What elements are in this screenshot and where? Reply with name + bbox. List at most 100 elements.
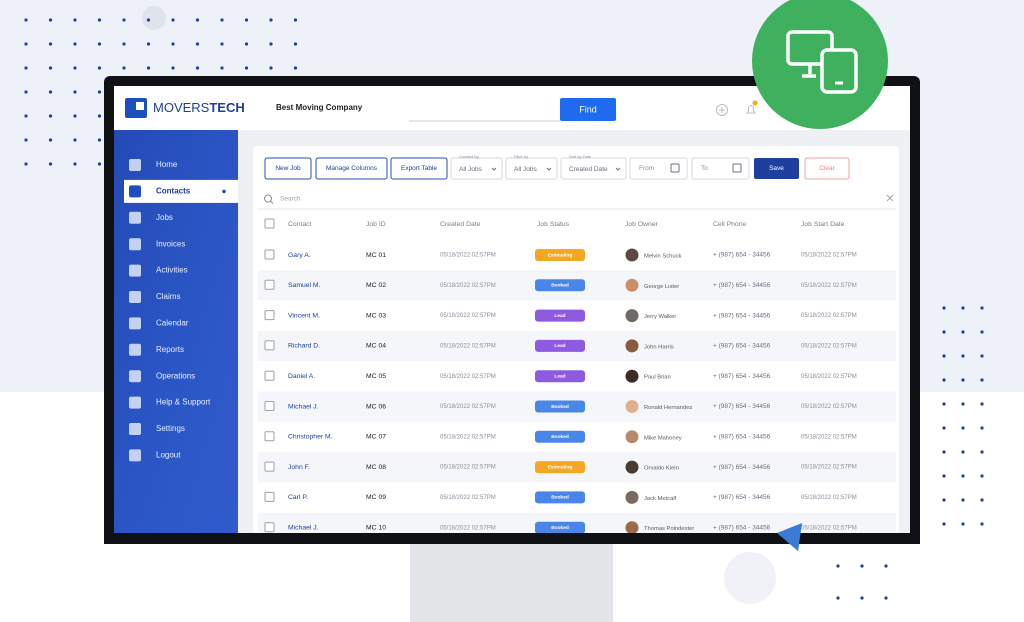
bell-icon[interactable] [746,105,756,114]
dot [980,354,984,358]
find-button-label[interactable]: Find [579,104,597,114]
contact-name[interactable]: Richard D. [288,343,320,350]
dot [73,18,77,22]
contact-name[interactable]: Christopher M. [288,434,333,441]
sidebar-item[interactable]: Claims [156,292,180,301]
column-header: Job ID [366,221,386,228]
row-checkbox[interactable] [264,491,275,502]
decor-orb [142,6,166,30]
status-label: Lead [554,343,565,349]
dot [97,138,102,142]
table-row[interactable]: Samuel M. MC 02 05/18/2022 02:57PM Booked Ge… [258,270,896,301]
contact-name[interactable]: Daniel A. [288,373,315,380]
contact-name[interactable]: Michael J. [288,403,319,410]
toolbar-button-label[interactable]: Manage Columns [326,165,378,172]
row-checkbox[interactable] [264,522,275,533]
row-checkbox[interactable] [264,370,275,381]
dot [97,90,102,94]
decor-paper-plane [777,523,802,551]
dot [48,42,53,46]
start-date: 05/18/2022 02:57PM [801,343,857,349]
sidebar-icon [129,238,141,251]
toolbar-button[interactable] [264,157,312,180]
cell-phone: + (987) 654 - 34456 [713,434,771,441]
date-input[interactable] [629,157,688,180]
sidebar-item[interactable]: Help & Support [156,398,211,407]
table-row[interactable]: John F. MC 08 05/18/2022 02:57PM Estimating… [258,452,896,483]
sidebar-icon [129,423,141,435]
sidebar-item[interactable]: Settings [156,424,185,433]
contact-name[interactable]: John F. [288,464,310,471]
table-row[interactable]: Gary A. MC 01 05/18/2022 02:57PM Estimating… [258,240,896,271]
sidebar-item[interactable]: Reports [156,345,184,354]
row-checkbox[interactable] [264,279,275,290]
filter-select[interactable] [505,157,558,180]
toolbar-button[interactable] [390,157,448,180]
dot [244,66,249,70]
search-bar[interactable] [258,190,896,208]
row-checkbox[interactable] [264,249,275,260]
dot [48,90,53,94]
sidebar-item[interactable]: Activities [156,266,188,275]
table-row[interactable]: Daniel A. MC 05 05/18/2022 02:57PM Lead Paul… [258,361,896,392]
dot [220,66,224,70]
start-date: 05/18/2022 02:57PM [801,465,857,471]
contact-name[interactable]: Vincent M. [288,312,320,319]
dot [97,18,102,22]
sidebar-item[interactable]: Home [156,160,178,169]
job-owner: George Lister [644,284,679,290]
sidebar-item[interactable]: Contacts [156,187,191,196]
add-icon[interactable] [716,104,728,116]
dot [860,596,864,600]
created-date: 05/18/2022 02:57PM [440,283,496,289]
table-row[interactable]: Michael J. MC 06 05/18/2022 02:57PM Booked R… [258,391,896,422]
filter-select[interactable] [450,157,503,180]
clear-button[interactable] [804,157,850,180]
dot [942,306,946,310]
save-button-label[interactable]: Save [769,165,784,172]
sidebar-item[interactable]: Logout [156,451,181,460]
logo-bold: TECH [209,100,244,115]
sidebar-item[interactable]: Invoices [156,239,185,248]
dot [961,402,965,406]
table-row[interactable]: Carl P. MC 09 05/18/2022 02:57PM Booked Jack… [258,482,896,513]
start-date: 05/18/2022 02:57PM [801,434,857,440]
row-checkbox[interactable] [264,401,275,411]
status-badge [535,400,585,413]
filter-select[interactable] [560,157,627,180]
toolbar-button-label[interactable]: Export Table [401,165,437,172]
cell-phone: + (987) 654 - 34456 [713,343,771,350]
row-checkbox[interactable] [264,431,275,442]
row-checkbox[interactable] [264,340,275,351]
contact-name[interactable]: Carl P. [288,494,308,501]
clear-button-label[interactable]: Clear [819,165,835,172]
dot [146,18,151,22]
save-button[interactable] [754,158,799,179]
job-id: MC 06 [366,403,386,410]
status-label: Estimating [548,464,573,470]
find-button[interactable] [560,98,616,121]
header-checkbox[interactable] [264,218,275,229]
sidebar-item[interactable]: Operations [156,371,195,380]
contact-name[interactable]: Gary A. [288,252,311,259]
contact-name[interactable]: Michael J. [288,524,319,531]
status-badge [535,430,585,443]
toolbar-button[interactable] [315,157,388,180]
table-row[interactable]: Christopher M. MC 07 05/18/2022 02:57PM Boo… [258,421,896,453]
contact-name[interactable]: Samuel M. [288,282,321,289]
table-row[interactable]: Richard D. MC 04 05/18/2022 02:57PM Lead Joh… [258,330,896,362]
dot [961,378,965,382]
dot [48,138,53,142]
search-clear[interactable] [886,194,894,202]
toolbar-button-label[interactable]: New Job [275,165,301,172]
sidebar-item[interactable]: Jobs [156,213,173,222]
date-input[interactable] [691,157,750,180]
row-checkbox[interactable] [264,461,275,472]
row-checkbox[interactable] [264,310,275,321]
table-row[interactable]: Vincent M. MC 03 05/18/2022 02:57PM Lead Jer… [258,300,896,331]
dot [942,330,946,334]
cell-phone: + (987) 654 - 34456 [713,312,771,319]
sidebar-item[interactable]: Calendar [156,319,189,328]
dot [980,450,984,454]
phone-icon [820,48,858,94]
